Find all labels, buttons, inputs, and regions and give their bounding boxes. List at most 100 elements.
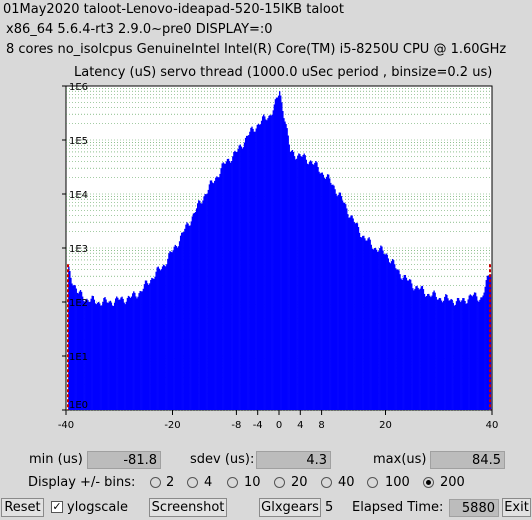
header-line-cpu: 8 cores no_isolcpus GenuineIntel Intel(R…: [6, 42, 507, 57]
histogram-bar: [250, 127, 252, 411]
bins-radio-40[interactable]: [321, 477, 332, 488]
histogram-bar: [404, 274, 407, 410]
bins-radio-100[interactable]: [367, 477, 378, 488]
histogram-bar: [173, 246, 175, 410]
histogram-bar: [194, 211, 197, 410]
bins-radio-10[interactable]: [227, 477, 238, 488]
max-label: max(us): [373, 452, 427, 467]
histogram-bar: [433, 290, 435, 410]
histogram-bar: [284, 121, 286, 411]
histogram-bar: [191, 216, 194, 410]
header-line-host: 01May2020 taloot-Lenovo-ideapad-520-15IK…: [3, 2, 344, 17]
histogram-bar: [233, 151, 235, 410]
histogram-bar: [105, 299, 107, 410]
x-tick-label: 0: [276, 420, 282, 431]
histogram-bar: [95, 304, 98, 410]
histogram-bar: [343, 202, 346, 410]
bins-option-label: 20: [291, 475, 308, 490]
histogram-bar: [483, 292, 485, 410]
histogram-bar: [108, 301, 110, 410]
bins-radio-200[interactable]: [423, 477, 434, 488]
header-line-kernel: x86_64 5.6.4-rt3 2.9.0~pre0 DISPLAY=:0: [6, 22, 273, 37]
histogram-bar: [338, 192, 341, 410]
screenshot-button[interactable]: Screenshot: [149, 498, 227, 517]
histogram-bar: [184, 228, 186, 410]
ylogscale-label: ylogscale: [67, 500, 129, 515]
histogram-bar: [456, 297, 459, 410]
histogram-bar: [325, 176, 328, 410]
histogram-bar: [119, 299, 121, 410]
histogram-bar: [447, 298, 449, 410]
ylogscale-checkbox[interactable]: ✓: [51, 500, 63, 513]
histogram-bar: [207, 189, 210, 410]
histogram-bar: [79, 290, 82, 410]
histogram-bar: [120, 297, 122, 410]
histogram-bar: [448, 300, 450, 410]
histogram-bar: [96, 302, 99, 410]
histogram-bar: [394, 264, 396, 410]
glxgears-button[interactable]: Glxgears: [259, 498, 321, 517]
histogram-bar: [251, 126, 253, 411]
histogram-bar: [260, 120, 263, 410]
histogram-bar: [440, 300, 443, 410]
histogram-bar: [457, 298, 460, 410]
histogram-bar: [235, 151, 237, 411]
histogram-bar: [153, 278, 155, 410]
histogram-bar: [480, 297, 482, 410]
histogram-bar: [412, 288, 414, 410]
histogram-bar: [286, 128, 288, 410]
x-tick-label: -4: [253, 420, 263, 431]
histogram-bar: [300, 156, 302, 410]
histogram-bar: [399, 274, 401, 410]
histogram-bar: [154, 276, 156, 410]
bins-radio-2[interactable]: [150, 477, 161, 488]
histogram-bar: [469, 294, 471, 410]
histogram-bar: [223, 163, 225, 410]
histogram-bar: [268, 115, 270, 411]
histogram-bar: [332, 184, 334, 410]
y-tick-label: 1E4: [69, 190, 88, 201]
histogram-bar: [386, 254, 388, 410]
histogram-bar: [320, 172, 322, 410]
histogram-bar: [384, 254, 386, 410]
histogram-bar: [104, 297, 106, 410]
histogram-bar: [418, 289, 420, 410]
histogram-bar: [132, 293, 134, 410]
histogram-bar: [130, 296, 133, 410]
histogram-bar: [414, 288, 416, 410]
histogram-bar: [169, 251, 171, 410]
histogram-bar: [239, 144, 241, 410]
histogram-bar: [425, 295, 428, 410]
histogram-bar: [86, 298, 88, 410]
histogram-bar: [476, 296, 478, 410]
bins-option-label: 200: [440, 475, 465, 490]
histogram-bar: [301, 156, 303, 410]
histogram-bar: [296, 158, 298, 410]
histogram-bar: [175, 246, 178, 410]
histogram-bar: [337, 194, 339, 410]
bins-option-label: 40: [338, 475, 355, 490]
histogram-bar: [403, 275, 405, 410]
histogram-bar: [187, 223, 189, 410]
reset-button[interactable]: Reset: [1, 498, 44, 517]
histogram-bar: [232, 156, 234, 410]
histogram-bar: [252, 128, 254, 410]
histogram-bar: [290, 150, 293, 410]
histogram-bar: [193, 212, 196, 410]
histogram-bar: [100, 305, 102, 410]
histogram-bar: [366, 240, 368, 410]
histogram-bar: [388, 262, 391, 410]
exit-button[interactable]: Exit: [502, 498, 531, 517]
histogram-bar: [234, 150, 236, 411]
max-value-field: 84.5: [430, 451, 505, 469]
bins-radio-20[interactable]: [274, 477, 285, 488]
histogram-bar: [293, 156, 296, 410]
stats-row: min (us) -81.8 sdev (us): 4.3 max(us) 84…: [0, 450, 532, 472]
plot-title: Latency (uS) servo thread (1000.0 uSec p…: [74, 65, 493, 80]
histogram-bar: [162, 264, 165, 410]
histogram-bar: [110, 302, 113, 410]
histogram-bar: [94, 303, 97, 410]
histogram-bar: [146, 283, 149, 410]
histogram-bar: [460, 302, 462, 410]
bins-radio-4[interactable]: [187, 477, 198, 488]
